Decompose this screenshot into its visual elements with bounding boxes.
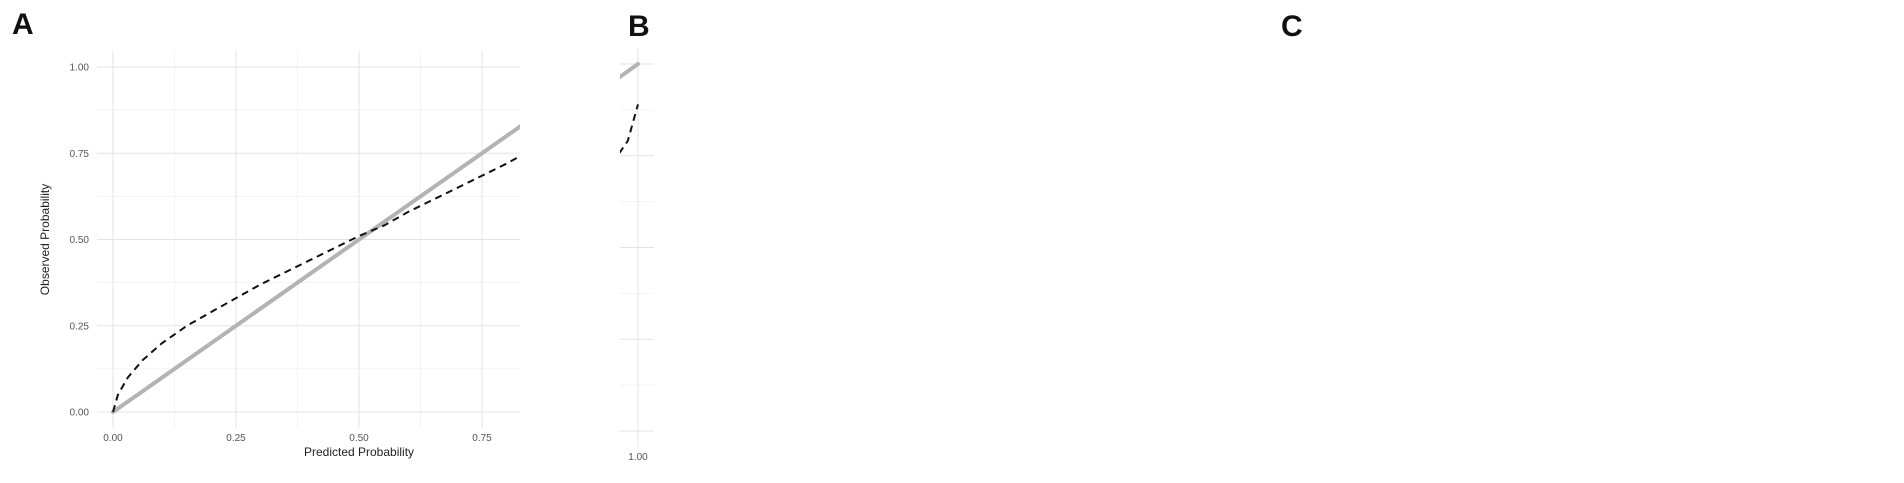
y-tick-label: 0.25 <box>70 321 90 332</box>
panel-label-b: B <box>628 10 650 43</box>
calibration-curve <box>112 154 520 413</box>
y-tick-label: 0.00 <box>70 408 90 419</box>
calibration-curve <box>620 104 639 154</box>
x-axis-title: Predicted Probability <box>304 445 414 459</box>
calibration-chart-c: 0.000.250.500.751.000.000.250.500.751.00… <box>1265 0 1904 483</box>
x-tick-label: 0.50 <box>349 433 369 444</box>
calibration-chart-b: 0.000.250.500.751.000.000.250.500.751.00… <box>620 48 654 463</box>
grid <box>97 51 520 428</box>
panel-a: A 0.000.250.500.751.000.000.250.500.751.… <box>0 0 520 483</box>
reference-line <box>111 124 520 414</box>
grid <box>620 48 654 447</box>
y-axis-title: Observed Probability <box>38 184 52 295</box>
panel-b: B 0.000.250.500.751.000.000.250.500.751.… <box>620 0 1260 483</box>
calibration-chart-a: 0.000.250.500.751.000.000.250.500.751.00… <box>38 51 520 459</box>
x-tick-label: 0.00 <box>103 433 123 444</box>
x-tick-label: 0.75 <box>472 433 492 444</box>
panel-c: C 0.000.250.500.751.000.000.250.500.751.… <box>1265 0 1904 483</box>
x-tick-label: 1.00 <box>628 452 648 463</box>
panel-label-c: C <box>1281 10 1303 43</box>
y-tick-label: 1.00 <box>70 63 90 74</box>
x-tick-label: 0.25 <box>226 433 246 444</box>
panel-label-a: A <box>12 8 34 41</box>
y-tick-label: 0.50 <box>70 235 90 246</box>
y-tick-label: 0.75 <box>70 149 90 160</box>
